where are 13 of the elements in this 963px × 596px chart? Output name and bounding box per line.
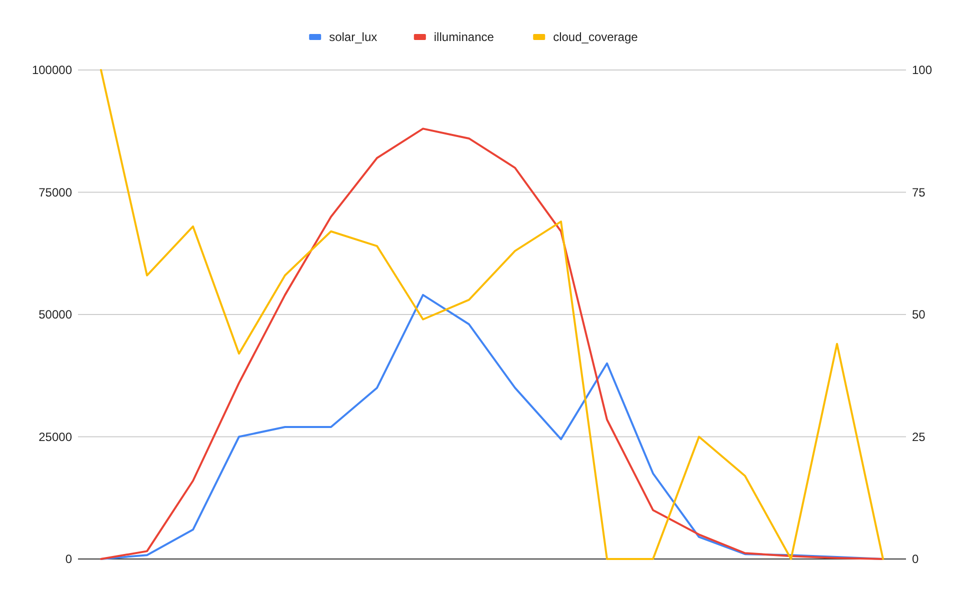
y-tick-label: 0 bbox=[65, 552, 72, 566]
y2-tick-label: 25 bbox=[912, 430, 926, 444]
y2-tick-label: 100 bbox=[912, 63, 932, 78]
y-tick-label: 75000 bbox=[38, 185, 72, 200]
y-tick-label: 100000 bbox=[32, 63, 72, 78]
y-tick-label: 50000 bbox=[38, 308, 72, 322]
y2-tick-label: 50 bbox=[912, 308, 926, 322]
legend-label: solar_lux bbox=[329, 30, 378, 44]
y2-tick-label: 0 bbox=[912, 552, 919, 566]
legend-label: cloud_coverage bbox=[553, 30, 638, 44]
legend-label: illuminance bbox=[434, 30, 494, 44]
y-tick-label: 25000 bbox=[38, 430, 72, 444]
y2-tick-label: 75 bbox=[912, 185, 926, 200]
